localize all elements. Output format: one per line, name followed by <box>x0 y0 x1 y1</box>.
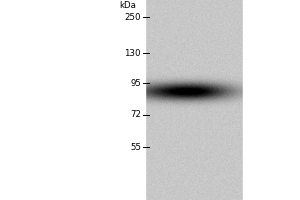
Bar <box>243 0 300 200</box>
Text: 250: 250 <box>124 12 141 21</box>
Text: 55: 55 <box>130 142 141 152</box>
Bar <box>0 0 145 200</box>
Text: kDa: kDa <box>120 1 136 10</box>
Text: 130: 130 <box>124 48 141 58</box>
Text: 95: 95 <box>130 78 141 88</box>
Text: 72: 72 <box>130 110 141 119</box>
